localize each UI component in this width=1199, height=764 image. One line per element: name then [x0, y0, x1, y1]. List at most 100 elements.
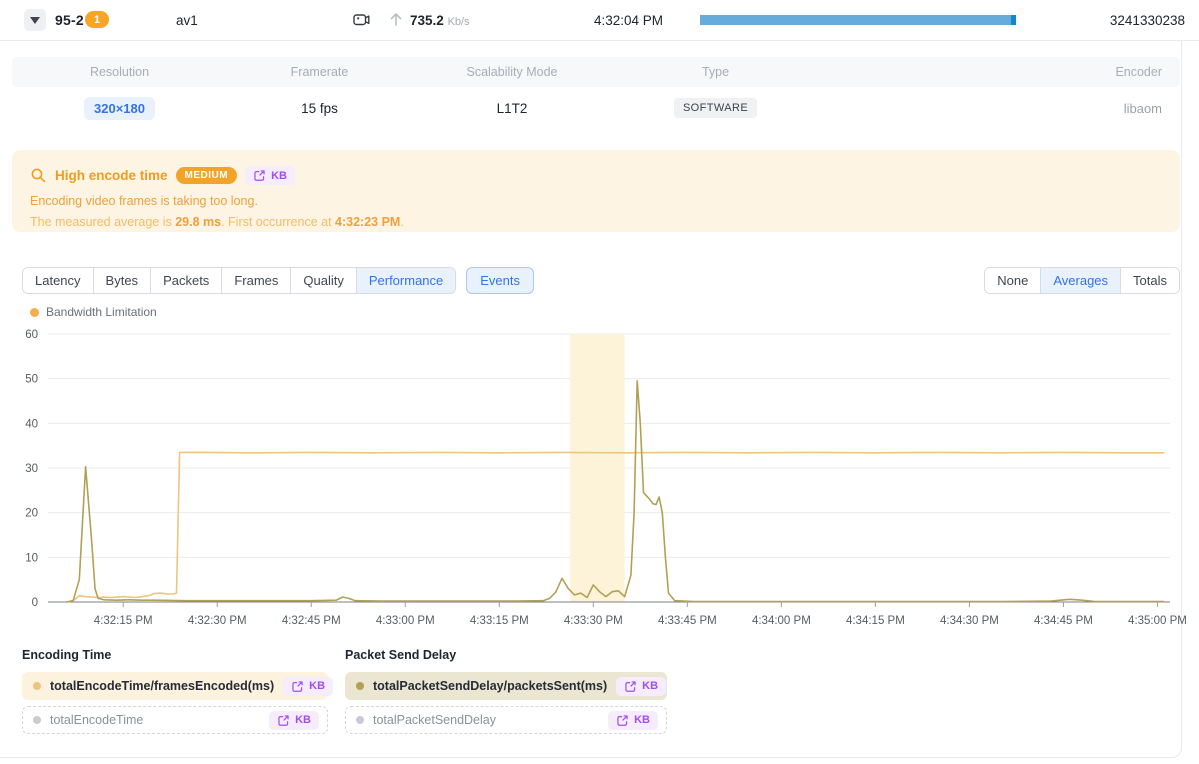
metric-toggle-totalencodetime-framesencoded-ms-[interactable]: totalEncodeTime/framesEncoded(ms) KB — [22, 672, 334, 700]
metric-group-title: Encoding Time — [22, 648, 112, 662]
y-tick-label: 50 — [25, 374, 38, 386]
performance-chart[interactable]: 0 10 20 30 40 50 60 4:32:15 PM 4:32:30 PM 4:32:45… — [0, 326, 1199, 638]
encoder-type-badge: SOFTWARE — [673, 98, 758, 118]
kb-link-button[interactable]: KB — [245, 166, 295, 185]
x-tick-label: 4:34:15 PM — [846, 615, 905, 627]
share-icon — [617, 714, 628, 726]
metric-label: totalEncodeTime/framesEncoded(ms) — [50, 679, 275, 693]
x-tick-label: 4:33:30 PM — [564, 615, 623, 627]
metric-toggle-totalpacketsenddelay-packetssent-ms-[interactable]: totalPacketSendDelay/packetsSent(ms) KB — [345, 672, 667, 700]
severity-badge: MEDIUM — [175, 167, 238, 184]
chart-legend: Bandwidth Limitation — [30, 305, 157, 319]
metric-tabs: Latency Bytes Packets Frames Quality Performa… — [22, 267, 457, 294]
chart-tabs-row: Latency Bytes Packets Frames Quality Performa… — [22, 267, 1180, 294]
capture-time: 4:32:04 PM — [594, 13, 664, 28]
tab-quality[interactable]: Quality — [291, 268, 357, 293]
codec-label: av1 — [176, 13, 198, 28]
y-tick-label: 10 — [25, 552, 38, 564]
kb-link-button[interactable]: KB — [283, 676, 334, 696]
framerate-value: 15 fps — [301, 100, 338, 116]
tab-frames[interactable]: Frames — [222, 268, 292, 293]
x-tick-label: 4:34:45 PM — [1034, 615, 1093, 627]
metric-color-dot — [33, 682, 41, 690]
metric-label: totalPacketSendDelay — [373, 713, 496, 727]
series-totalencodetime-framesencoded-ms- — [66, 451, 1165, 603]
tab-latency[interactable]: Latency — [23, 268, 94, 293]
alert-title: High encode time — [55, 168, 168, 183]
bandwidth-limitation-band — [570, 334, 625, 602]
kb-link-button[interactable]: KB — [269, 710, 319, 730]
timeline-progress-bar[interactable] — [700, 15, 1016, 25]
stats-column-scalability-mode: Scalability Mode — [466, 65, 558, 79]
chart-legend-label: Bandwidth Limitation — [46, 305, 157, 319]
scalability-mode-value: L1T2 — [496, 100, 528, 116]
x-tick-label: 4:32:15 PM — [94, 615, 153, 627]
metric-toggle-totalencodetime[interactable]: totalEncodeTime KB — [22, 706, 328, 734]
tab-agg-averages[interactable]: Averages — [1041, 268, 1122, 293]
bitrate-unit: Kb/s — [447, 16, 470, 28]
stream-id: 95-2 — [55, 12, 84, 28]
search-icon — [30, 167, 47, 184]
stats-table: Resolution Framerate Scalability Mode Type E… — [12, 57, 1180, 129]
stats-header-row: Resolution Framerate Scalability Mode Type E… — [12, 57, 1180, 87]
kb-link-button[interactable]: KB — [616, 676, 667, 696]
caret-down-icon — [30, 16, 40, 24]
stats-column-framerate: Framerate — [290, 65, 349, 79]
stats-value-row: 320×180 15 fps L1T2 SOFTWARE libaom — [12, 87, 1180, 129]
stats-column-encoder: Encoder — [1115, 65, 1162, 79]
bitrate-value: 735.2 — [410, 13, 444, 28]
y-tick-label: 40 — [25, 418, 38, 430]
series-totalpacketsenddelay-packetssent-ms- — [66, 380, 1165, 603]
x-tick-label: 4:33:45 PM — [658, 615, 717, 627]
upload-arrow-icon — [388, 11, 404, 28]
x-tick-label: 4:32:30 PM — [188, 615, 247, 627]
alert-first-occurrence: 4:32:23 PM — [335, 215, 401, 229]
y-tick-label: 20 — [25, 508, 38, 520]
y-tick-label: 30 — [25, 463, 38, 475]
progress-playhead[interactable] — [1011, 15, 1016, 25]
tab-agg-totals[interactable]: Totals — [1121, 268, 1179, 293]
tab-bytes[interactable]: Bytes — [93, 268, 152, 293]
x-tick-label: 4:32:45 PM — [282, 615, 341, 627]
metric-color-dot — [33, 716, 41, 724]
metric-group-title: Packet Send Delay — [345, 648, 457, 662]
tab-events[interactable]: Events — [466, 267, 535, 294]
aggregation-tabs: None Averages Totals — [984, 267, 1180, 294]
tab-agg-none[interactable]: None — [985, 268, 1042, 293]
line-chart[interactable]: 0 10 20 30 40 50 60 4:32:15 PM 4:32:30 PM 4:32:45… — [0, 326, 1199, 638]
metric-toggle-totalpacketsenddelay[interactable]: totalPacketSendDelay KB — [345, 706, 667, 734]
metric-label: totalEncodeTime — [50, 713, 144, 727]
tab-performance[interactable]: Performance — [356, 268, 456, 293]
metric-color-dot — [356, 682, 364, 690]
metric-group-encoding-time: Encoding Time totalEncodeTime/framesEncod… — [22, 648, 334, 740]
share-icon — [278, 714, 289, 726]
alert-average-value: 29.8 ms — [175, 215, 222, 229]
video-camera-icon — [352, 10, 371, 29]
x-tick-label: 4:34:30 PM — [940, 615, 999, 627]
y-tick-label: 60 — [25, 329, 38, 341]
x-tick-label: 4:33:15 PM — [470, 615, 529, 627]
tab-packets[interactable]: Packets — [151, 268, 223, 293]
stream-header: 95-2 1 av1 735.2 Kb/s 4:32:04 PM 3241330… — [0, 0, 1199, 41]
ssrc-value: 3241330238 — [1109, 13, 1185, 28]
y-tick-label: 0 — [32, 597, 38, 609]
alert-description: Encoding video frames is taking too long… — [30, 194, 258, 208]
share-icon — [625, 680, 636, 692]
resolution-chip[interactable]: 320×180 — [84, 96, 155, 120]
stats-column-resolution: Resolution — [89, 65, 150, 79]
alert-banner: High encode time MEDIUM KB Encoding vide… — [12, 150, 1180, 232]
alert-count-badge: 1 — [85, 11, 109, 28]
share-icon — [292, 680, 303, 692]
encoder-value: libaom — [1123, 100, 1162, 116]
metric-color-dot — [356, 716, 364, 724]
alert-detail: The measured average is 29.8 ms. First o… — [30, 215, 404, 229]
metric-legend-groups: Encoding Time totalEncodeTime/framesEncod… — [0, 648, 1199, 748]
progress-fill — [700, 15, 1011, 25]
x-tick-label: 4:33:00 PM — [376, 615, 435, 627]
x-tick-label: 4:35:00 PM — [1128, 615, 1187, 627]
kb-label: KB — [271, 169, 287, 182]
x-tick-label: 4:34:00 PM — [752, 615, 811, 627]
metric-label: totalPacketSendDelay/packetsSent(ms) — [373, 679, 608, 693]
expand-collapse-button[interactable] — [24, 9, 46, 31]
kb-link-button[interactable]: KB — [608, 710, 658, 730]
